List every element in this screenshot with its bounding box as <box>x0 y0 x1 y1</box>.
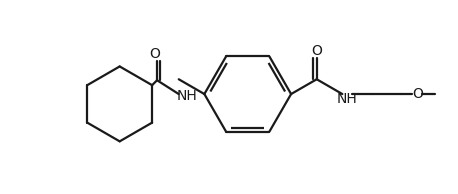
Text: O: O <box>311 44 322 58</box>
Text: O: O <box>412 87 423 101</box>
Text: NH: NH <box>176 89 197 103</box>
Text: O: O <box>150 47 160 61</box>
Text: NH: NH <box>337 92 358 106</box>
